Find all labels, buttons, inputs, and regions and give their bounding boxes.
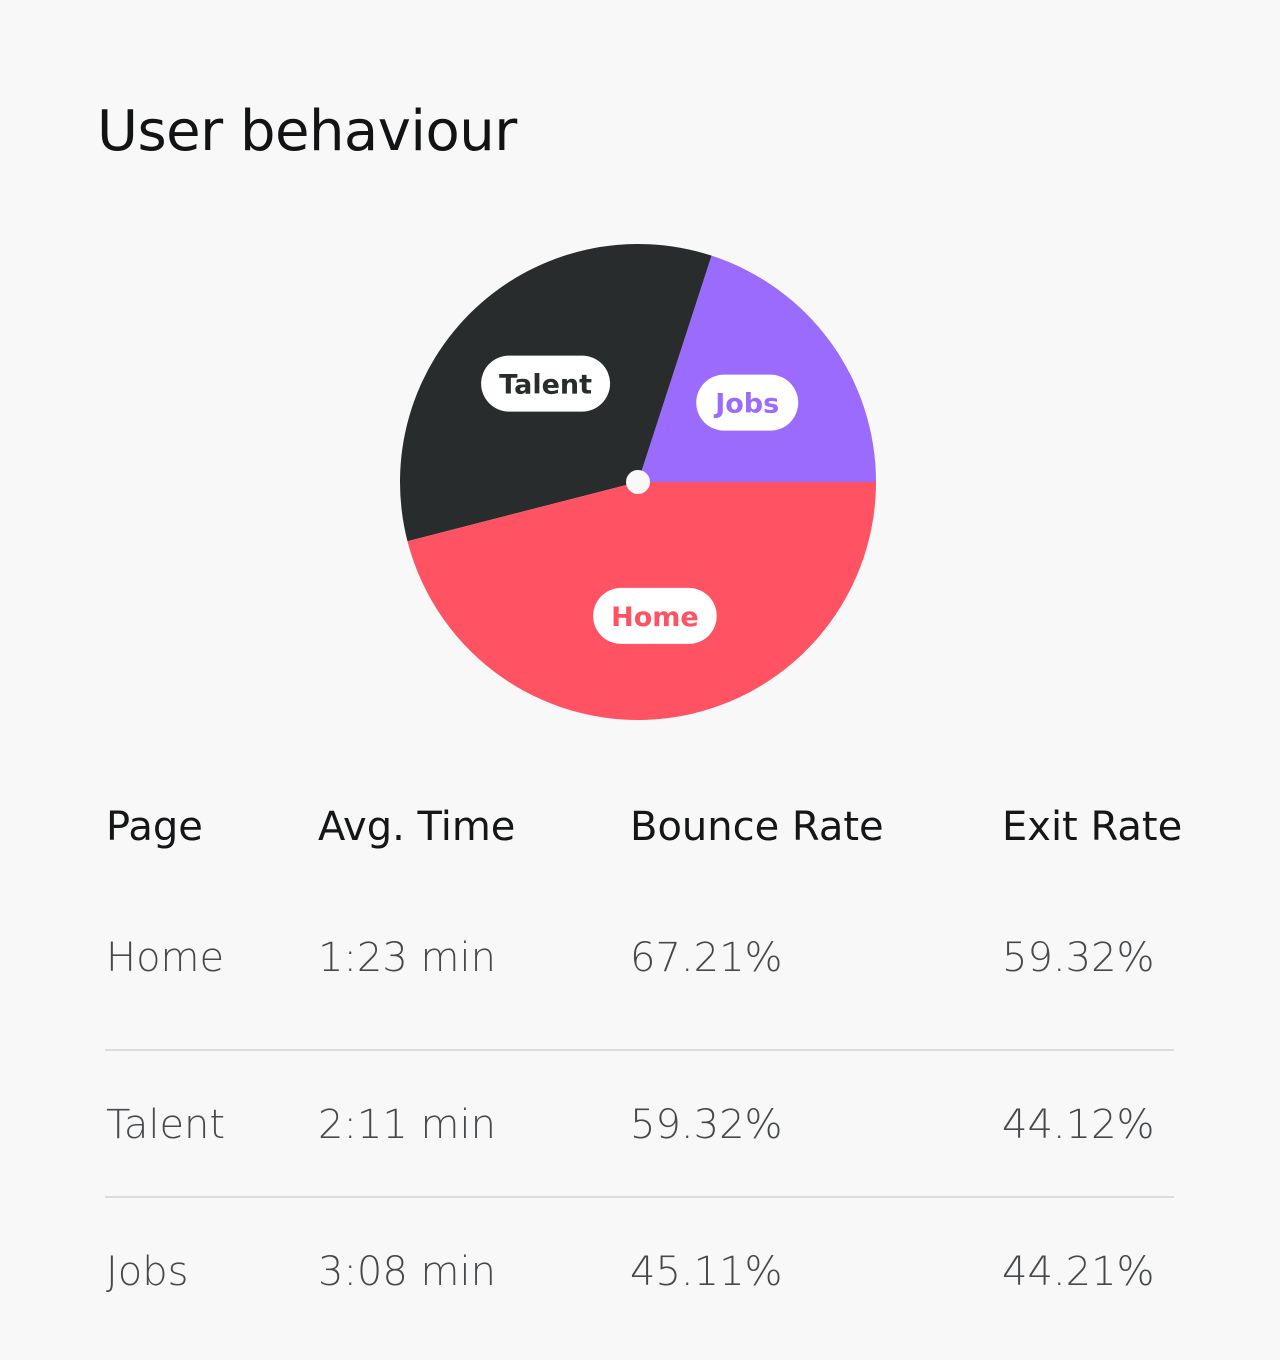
table-row-divider: [105, 1049, 1174, 1051]
table-header-exit-rate: Exit Rate: [1002, 804, 1183, 850]
pie-label-home: Home: [593, 587, 717, 644]
pie-label-pill: [481, 355, 611, 412]
table-cell-exit-rate: 44.21%: [1002, 1249, 1155, 1295]
table-cell-exit-rate: 59.32%: [1002, 935, 1155, 981]
pie-chart: Jobs Talent Home: [399, 244, 876, 721]
pie-slice-jobs: [638, 255, 876, 482]
table-cell-bounce-rate: 59.32%: [630, 1102, 783, 1148]
pie-label-text: Jobs: [713, 389, 779, 420]
pie-label-talent: Talent: [481, 355, 611, 412]
table-cell-avg-time: 3:08 min: [318, 1249, 496, 1295]
pie-center-dot: [626, 470, 650, 494]
table-row-divider: [105, 1196, 1174, 1198]
pie-label-pill: [696, 374, 799, 431]
page-title: User behaviour: [97, 99, 517, 164]
table-cell-page: Home: [106, 935, 225, 981]
table-cell-bounce-rate: 45.11%: [630, 1249, 783, 1295]
table-header-bounce-rate: Bounce Rate: [630, 804, 884, 850]
pie-chart-svg: Jobs Talent Home: [399, 244, 876, 721]
table-cell-page: Jobs: [106, 1249, 189, 1295]
table-cell-exit-rate: 44.12%: [1002, 1102, 1155, 1148]
table-header-page: Page: [106, 804, 203, 850]
pie-label-jobs: Jobs: [696, 374, 799, 431]
pie-label-text: Talent: [499, 370, 592, 401]
pie-label-text: Home: [611, 602, 699, 633]
pie-label-pill: [593, 587, 717, 644]
table-cell-avg-time: 2:11 min: [318, 1102, 496, 1148]
table-cell-bounce-rate: 67.21%: [630, 935, 783, 981]
table-header-avg-time: Avg. Time: [318, 804, 516, 850]
table-cell-page: Talent: [106, 1102, 226, 1148]
table-cell-avg-time: 1:23 min: [318, 935, 496, 981]
